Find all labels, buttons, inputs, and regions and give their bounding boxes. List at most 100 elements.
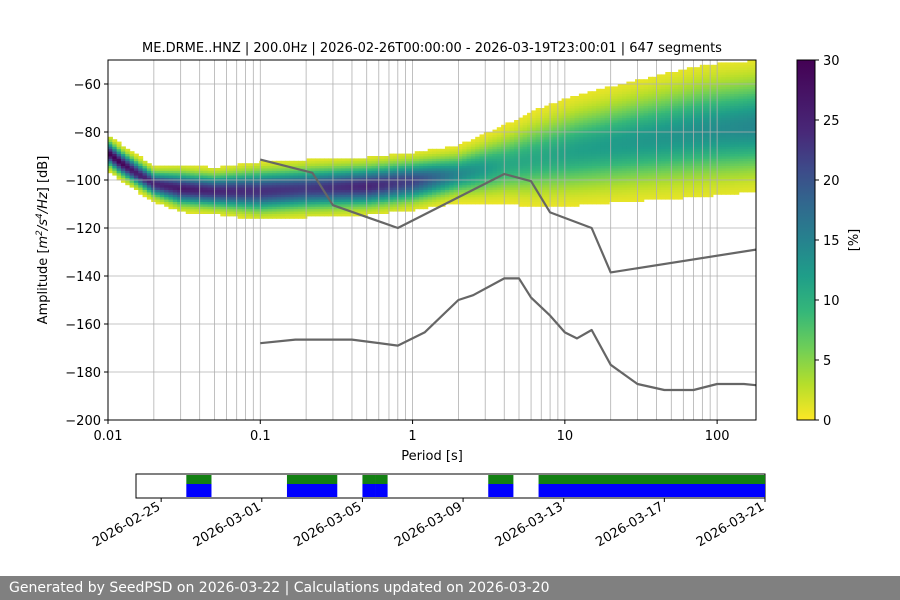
heatmap-cell (673, 153, 679, 157)
heatmap-cell (406, 204, 411, 207)
heatmap-cell (164, 204, 170, 207)
heatmap-cell (462, 156, 468, 159)
heatmap-cell (747, 182, 753, 186)
heatmap-cell (673, 122, 679, 126)
heatmap-cell (751, 177, 756, 181)
timeline-segments (186, 475, 765, 497)
heatmap-cell (514, 170, 519, 174)
heatmap-cell (717, 148, 723, 152)
heatmap-cell (388, 175, 394, 178)
heatmap-cell (587, 148, 593, 152)
heatmap-cell (345, 199, 351, 202)
heatmap-cell (686, 76, 692, 80)
heatmap-cell (384, 177, 390, 181)
heatmap-cell (751, 117, 756, 121)
heatmap-cell (449, 172, 455, 176)
heatmap-cell (600, 201, 606, 205)
heatmap-cell (444, 146, 450, 150)
heatmap-cell (527, 192, 532, 195)
heatmap-cell (673, 148, 679, 152)
heatmap-cell (552, 144, 558, 147)
heatmap-cell (194, 194, 200, 198)
heatmap-cell (630, 175, 636, 178)
heatmap-cell (708, 115, 714, 118)
heatmap-cell (570, 105, 576, 109)
heatmap-cell (375, 170, 381, 174)
heatmap-cell (561, 158, 567, 162)
heatmap-cell (747, 165, 753, 169)
heatmap-cell (721, 158, 727, 162)
heatmap-cell (514, 156, 519, 159)
heatmap-cell (302, 194, 308, 198)
heatmap-cell (177, 194, 183, 198)
heatmap-cell (423, 160, 429, 164)
heatmap-cell (380, 187, 386, 190)
heatmap-cell (609, 115, 615, 118)
heatmap-cell (743, 146, 748, 150)
heatmap-cell (194, 192, 200, 195)
heatmap-cell (522, 194, 528, 198)
heatmap-cell (349, 201, 355, 205)
heatmap-cell (358, 211, 364, 214)
heatmap-cell (302, 168, 308, 171)
heatmap-cell (738, 67, 744, 70)
heatmap-cell (138, 158, 144, 162)
heatmap-cell (544, 180, 550, 183)
heatmap-cell (561, 110, 567, 114)
heatmap-cell (622, 122, 627, 126)
heatmap-cell (246, 194, 252, 198)
heatmap-cell (708, 177, 714, 181)
heatmap-cell (298, 182, 303, 186)
heatmap-cell (743, 144, 748, 147)
heatmap-cell (617, 129, 623, 133)
heatmap-cell (362, 206, 368, 210)
heatmap-cell (272, 216, 278, 219)
heatmap-cell (475, 136, 481, 140)
heatmap-cell (341, 196, 347, 200)
heatmap-cell (626, 86, 632, 90)
heatmap-cell (717, 177, 723, 181)
heatmap-cell (436, 199, 442, 202)
heatmap-cell (548, 120, 554, 123)
heatmap-cell (263, 196, 269, 200)
heatmap-cell (734, 165, 740, 169)
heatmap-cell (656, 153, 662, 157)
heatmap-cell (470, 196, 476, 200)
heatmap-cell (747, 136, 753, 140)
heatmap-cell (514, 201, 519, 205)
heatmap-cell (129, 172, 135, 176)
heatmap-cell (751, 81, 756, 85)
heatmap-cell (583, 132, 589, 135)
heatmap-cell (293, 175, 299, 178)
heatmap-cell (743, 103, 748, 106)
heatmap-cell (613, 100, 619, 104)
heatmap-cell (583, 139, 589, 142)
heatmap-cell (743, 177, 748, 181)
heatmap-cell (198, 187, 204, 190)
heatmap-cell (673, 139, 679, 142)
heatmap-cell (108, 163, 113, 166)
heatmap-cell (604, 172, 610, 176)
heatmap-cell (190, 192, 195, 195)
heatmap-cell (609, 160, 615, 164)
heatmap-cell (721, 112, 727, 116)
heatmap-cell (246, 211, 252, 214)
heatmap-cell (725, 175, 731, 178)
heatmap-cell (216, 168, 221, 171)
heatmap-cell (388, 184, 394, 188)
heatmap-cell (375, 194, 381, 198)
heatmap-cell (557, 168, 563, 171)
heatmap-cell (341, 180, 347, 183)
heatmap-cell (734, 115, 740, 118)
heatmap-cell (432, 168, 437, 171)
heatmap-cell (591, 194, 597, 198)
heatmap-cell (419, 194, 424, 198)
heatmap-cell (505, 136, 511, 140)
heatmap-cell (276, 192, 282, 195)
heatmap-cell (730, 86, 735, 90)
heatmap-cell (704, 182, 710, 186)
heatmap-cell (665, 158, 671, 162)
heatmap-cell (414, 156, 420, 159)
heatmap-cell (609, 96, 615, 99)
heatmap-cell (591, 105, 597, 109)
